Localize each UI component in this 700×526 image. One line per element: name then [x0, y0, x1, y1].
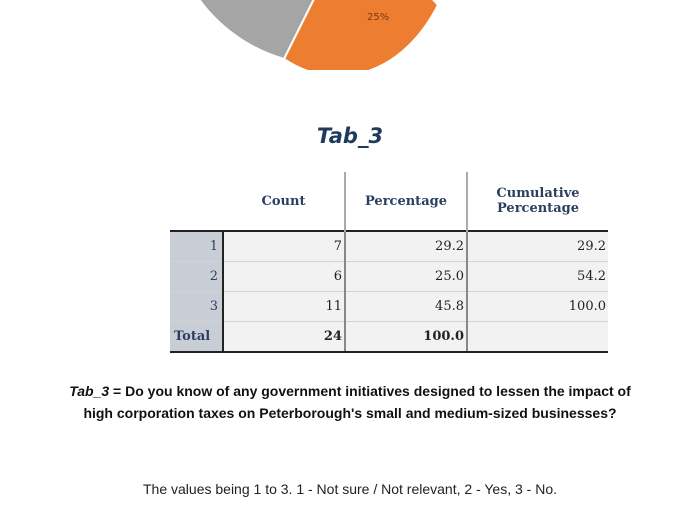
question-caption: Tab_3 = Do you know of any government in…	[60, 380, 640, 424]
cumulative-cell: 29.2	[467, 231, 608, 262]
table-title: Tab_3	[316, 124, 384, 148]
header-percentage: Percentage	[345, 172, 468, 231]
row-label: 1	[170, 231, 224, 262]
row-label: 3	[170, 291, 224, 322]
count-cell: 6	[223, 261, 346, 292]
header-cumulative-percentage: Cumulative Percentage	[467, 172, 608, 231]
total-percentage-cell: 100.0	[345, 321, 468, 353]
caption-question-text: = Do you know of any government initiati…	[83, 383, 631, 421]
count-cell: 7	[223, 231, 346, 262]
header-count: Count	[223, 172, 346, 231]
count-cell: 11	[223, 291, 346, 322]
table-row: 2 6 25.0 54.2	[170, 261, 608, 292]
table-row: 3 11 45.8 100.0	[170, 291, 608, 322]
table-total-row: Total 24 100.0	[170, 321, 608, 353]
values-note: The values being 1 to 3. 1 - Not sure / …	[143, 481, 557, 497]
cumulative-cell: 100.0	[467, 291, 608, 322]
total-cumulative-cell	[467, 321, 608, 353]
frequency-table: Count Percentage Cumulative Percentage 1…	[170, 172, 608, 353]
pie-chart-fragment: 25%	[0, 0, 700, 70]
pie-slice-label: 25%	[367, 12, 390, 23]
table-row: 1 7 29.2 29.2	[170, 231, 608, 262]
pie-slice-orange	[282, 0, 440, 70]
pie-chart-svg	[198, 0, 440, 70]
cumulative-cell: 54.2	[467, 261, 608, 292]
table-header-row: Count Percentage Cumulative Percentage	[170, 172, 608, 231]
total-label: Total	[170, 321, 224, 353]
total-count-cell: 24	[223, 321, 346, 353]
row-label: 2	[170, 261, 224, 292]
percentage-cell: 25.0	[345, 261, 468, 292]
header-blank-cell	[170, 172, 223, 231]
pie-slice-gray	[198, 0, 315, 61]
caption-tab-ref: Tab_3	[69, 383, 110, 399]
percentage-cell: 45.8	[345, 291, 468, 322]
percentage-cell: 29.2	[345, 231, 468, 262]
